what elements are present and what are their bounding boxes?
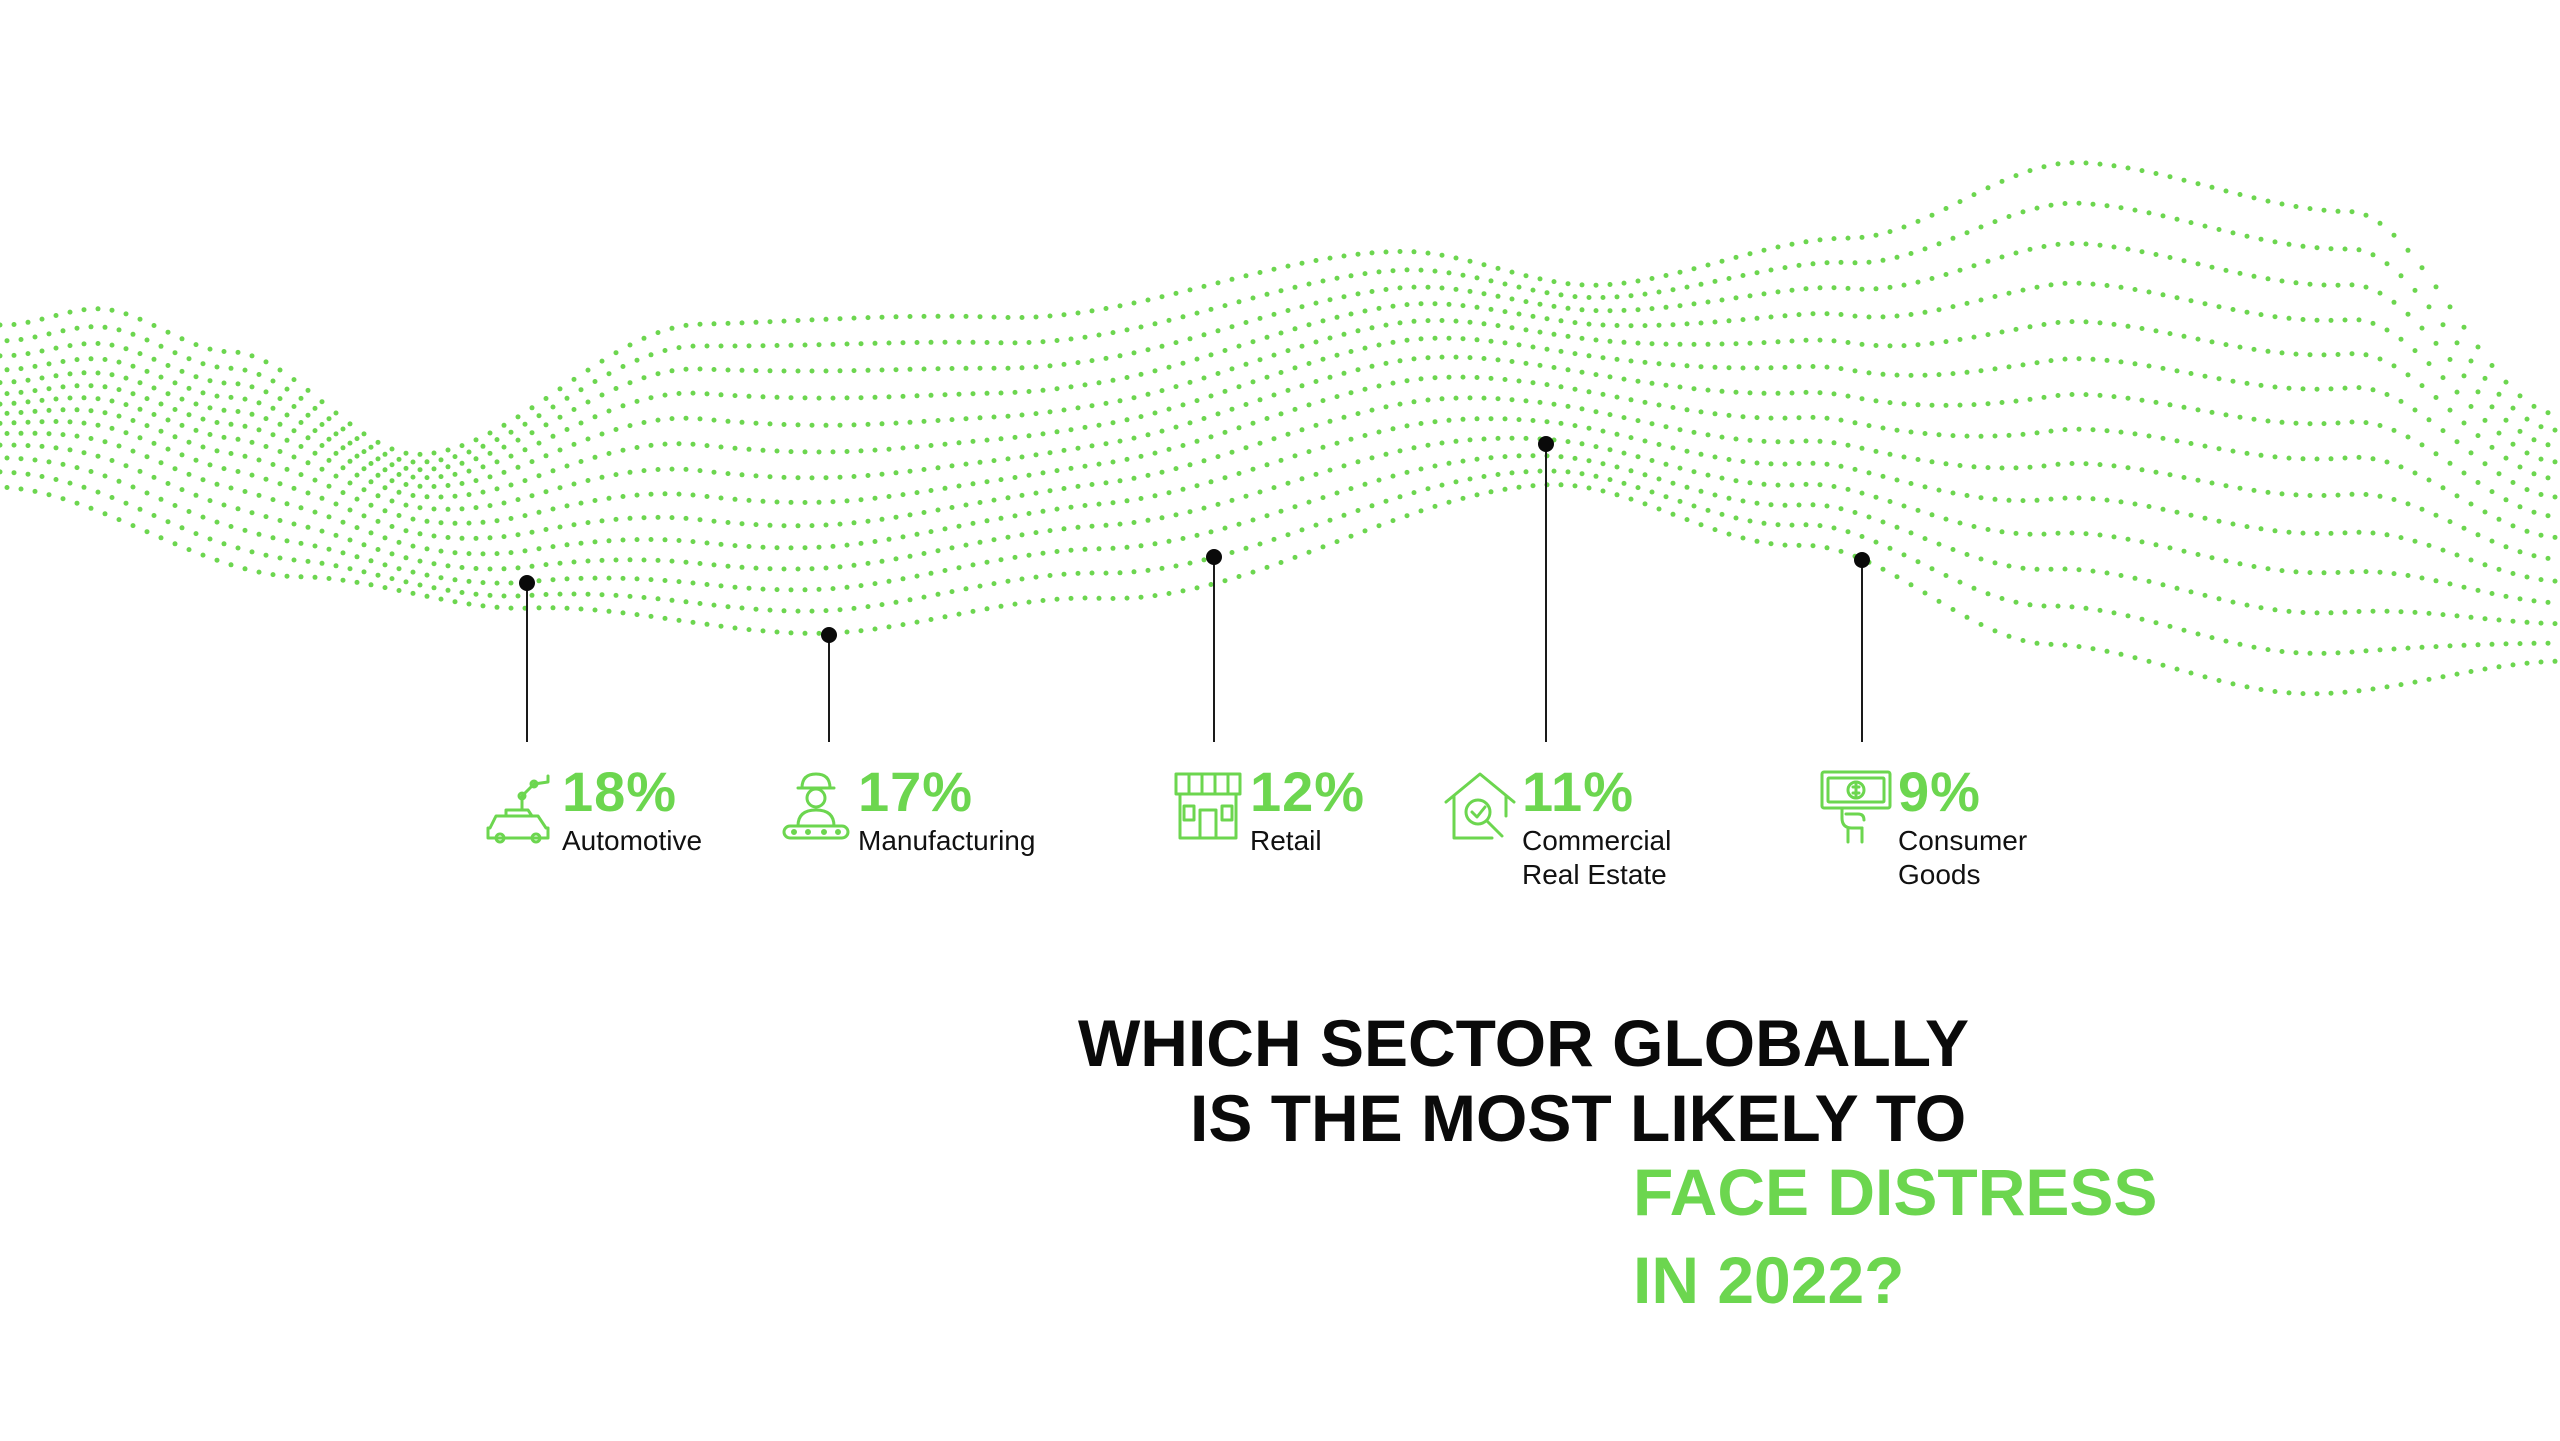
- sector-label: Retail: [1250, 825, 1322, 856]
- dotted-wave-graphic: [0, 160, 2558, 697]
- sector-value: 17%: [858, 760, 974, 823]
- pin-automotive: [519, 575, 535, 742]
- car-robotic-arm-icon: [482, 766, 558, 846]
- sector-value: 18%: [562, 760, 678, 823]
- pin-dot: [519, 575, 535, 591]
- pin-commercial-real-estate: [1538, 436, 1554, 742]
- pin-dot: [1206, 549, 1222, 565]
- sector-value: 9%: [1898, 760, 1981, 823]
- question-line-1: WHICH SECTOR GLOBALLY: [1078, 1006, 1970, 1080]
- sector-label-line-2: Goods: [1898, 859, 1981, 890]
- worker-conveyor-icon: [778, 766, 854, 846]
- hand-money-icon: [1818, 766, 1894, 846]
- pin-dot: [821, 627, 837, 643]
- house-search-icon: [1442, 766, 1518, 846]
- sector-value: 12%: [1250, 760, 1366, 823]
- question-line-3: FACE DISTRESS: [1633, 1155, 2158, 1229]
- sector-label-line-1: Consumer: [1898, 825, 2028, 856]
- question-line-2: IS THE MOST LIKELY TO: [1190, 1081, 1967, 1155]
- pin-markers: [519, 436, 1870, 742]
- pin-dot: [1538, 436, 1554, 452]
- sector-label: Manufacturing: [858, 825, 1036, 856]
- sector-label: Automotive: [562, 825, 703, 856]
- pin-retail: [1206, 549, 1222, 742]
- pin-manufacturing: [821, 627, 837, 742]
- pin-consumer-goods: [1854, 552, 1870, 742]
- sector-label-line-1: Commercial: [1522, 825, 1672, 856]
- sector-value: 11%: [1522, 760, 1634, 823]
- sector-label-line-2: Real Estate: [1522, 859, 1667, 890]
- wave-dots: [0, 160, 2558, 697]
- pin-dot: [1854, 552, 1870, 568]
- question-line-4: IN 2022?: [1633, 1243, 1905, 1317]
- storefront-icon: [1170, 766, 1246, 846]
